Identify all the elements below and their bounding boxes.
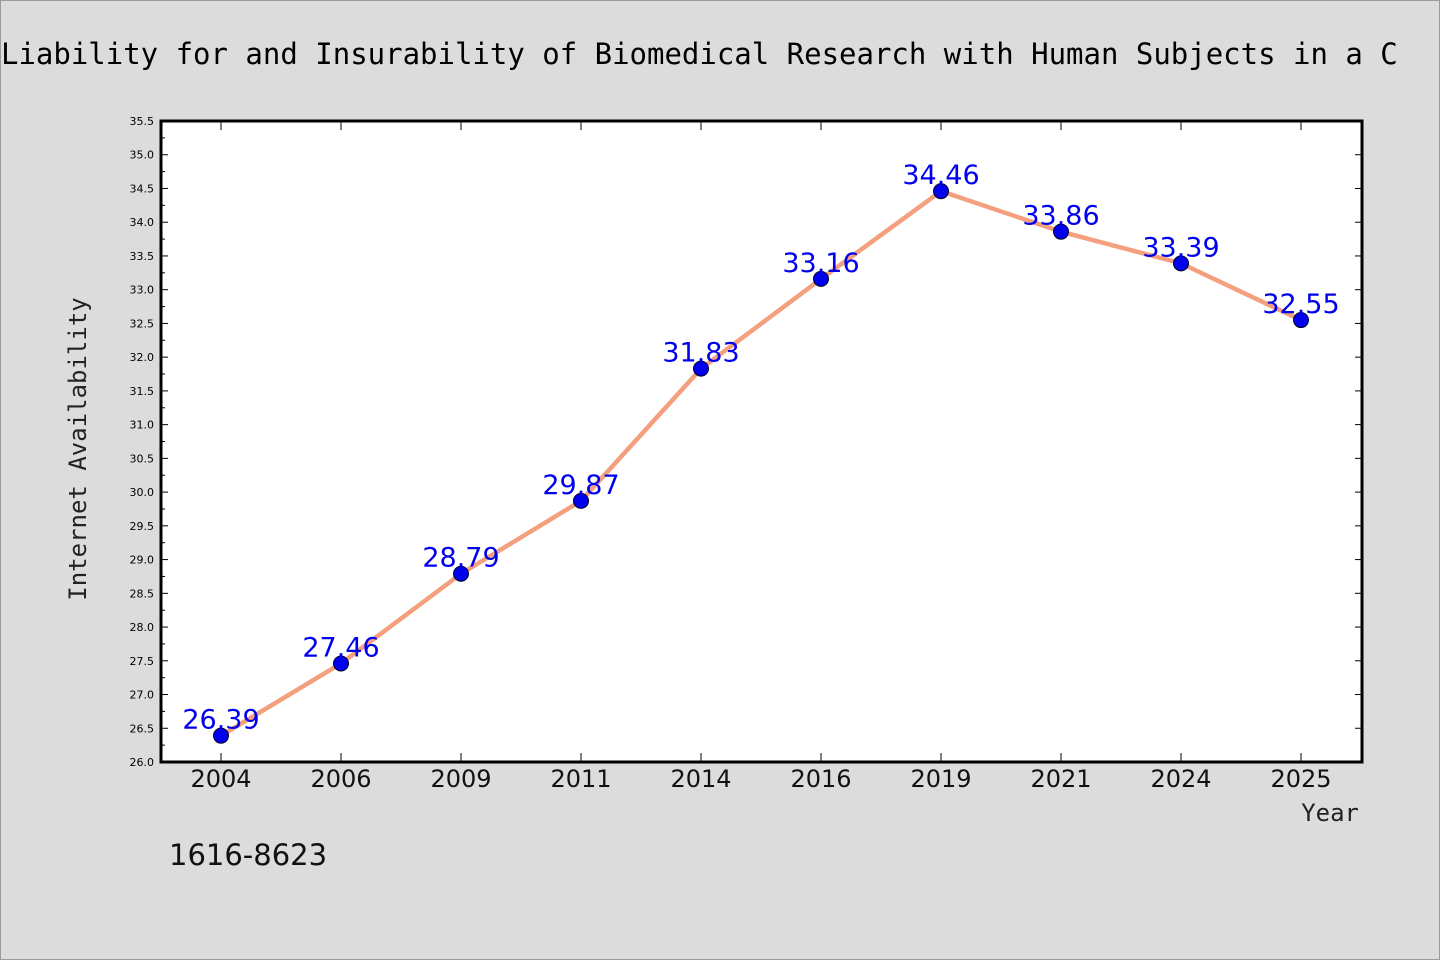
plot-area xyxy=(159,119,1364,764)
data-label: 28.79 xyxy=(422,543,499,574)
y-tick-label: 29.5 xyxy=(130,520,155,533)
x-axis-ticks: 2004 2006 2009 2011 2014 2016 2019 2021 2024 2025 xyxy=(190,121,1332,793)
y-tick-label: 31.5 xyxy=(130,385,155,398)
data-label: 26.39 xyxy=(182,705,259,736)
data-label: 27.46 xyxy=(302,632,379,663)
data-label: 32.55 xyxy=(1262,289,1339,320)
series-markers xyxy=(213,183,1309,744)
y-tick-label: 35.5 xyxy=(130,115,155,128)
x-tick-label: 2025 xyxy=(1270,765,1331,793)
data-point xyxy=(1053,223,1069,240)
data-label: 31.83 xyxy=(662,338,739,369)
x-tick-label: 2006 xyxy=(310,765,371,793)
data-label: 33.86 xyxy=(1022,201,1099,232)
y-tick-label: 27.5 xyxy=(130,655,155,668)
y-tick-label: 34.5 xyxy=(130,182,155,195)
data-labels: 26.39 27.46 28.79 29.87 31.83 33.16 34.46 33.86… xyxy=(182,160,1339,736)
data-label: 33.39 xyxy=(1142,232,1219,263)
data-point xyxy=(933,183,949,200)
y-tick-label: 28.5 xyxy=(130,587,155,600)
data-point xyxy=(1173,255,1189,272)
x-tick-label: 2024 xyxy=(1150,765,1211,793)
x-tick-label: 2021 xyxy=(1030,765,1091,793)
y-tick-label: 27.0 xyxy=(130,689,155,702)
data-point xyxy=(813,270,829,287)
series-line xyxy=(219,188,1302,738)
y-tick-label: 33.5 xyxy=(130,250,155,263)
y-tick-label: 34.0 xyxy=(130,216,155,229)
data-point xyxy=(213,727,229,744)
y-axis-ticks: 26.0 26.5 27.0 27.5 28.0 28.5 29.0 29.5 30.0 30.5… xyxy=(130,115,1362,769)
y-tick-label: 32.0 xyxy=(130,351,155,364)
y-tick-label: 31.0 xyxy=(130,419,155,432)
y-tick-label: 28.0 xyxy=(130,621,155,634)
y-tick-label: 33.0 xyxy=(130,284,155,297)
footnote-text: 1616-8623 xyxy=(169,838,327,872)
x-tick-label: 2019 xyxy=(910,765,971,793)
y-tick-label: 30.5 xyxy=(130,452,155,465)
data-point xyxy=(453,565,469,582)
x-tick-label: 2004 xyxy=(190,765,251,793)
data-label: 33.16 xyxy=(782,248,859,279)
data-point xyxy=(333,655,349,672)
x-axis-label: Year xyxy=(1301,799,1359,827)
y-tick-label: 29.0 xyxy=(130,554,155,567)
y-tick-label: 26.0 xyxy=(130,756,155,769)
y-tick-label: 35.0 xyxy=(130,149,155,162)
y-tick-label: 26.5 xyxy=(130,722,155,735)
x-tick-label: 2016 xyxy=(790,765,851,793)
x-tick-label: 2011 xyxy=(550,765,611,793)
x-tick-label: 2009 xyxy=(430,765,491,793)
data-label: 29.87 xyxy=(542,470,619,501)
chart-title: Liability for and Insurability of Biomed… xyxy=(1,37,1398,71)
data-point xyxy=(693,360,709,377)
x-tick-label: 2014 xyxy=(670,765,731,793)
y-axis-label: Internet Availability xyxy=(64,297,92,600)
data-point xyxy=(1293,312,1309,329)
data-point xyxy=(573,492,589,509)
y-tick-label: 32.5 xyxy=(130,317,155,330)
data-label: 34.46 xyxy=(902,160,979,191)
y-tick-label: 30.0 xyxy=(130,486,155,499)
